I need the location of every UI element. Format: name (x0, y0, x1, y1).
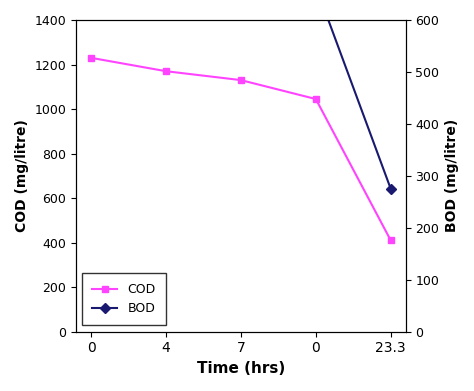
COD (388, 238, 393, 243)
Line: BOD: BOD (88, 0, 394, 192)
X-axis label: Time (hrs): Time (hrs) (197, 361, 285, 376)
Legend: COD, BOD: COD, BOD (82, 273, 165, 325)
BOD (388, 187, 393, 191)
COD (313, 97, 319, 101)
COD (238, 78, 244, 83)
Line: COD: COD (88, 54, 394, 244)
Y-axis label: BOD (mg/litre): BOD (mg/litre) (445, 119, 459, 233)
Y-axis label: COD (mg/litre): COD (mg/litre) (15, 119, 29, 232)
COD (88, 56, 94, 60)
COD (163, 69, 169, 74)
